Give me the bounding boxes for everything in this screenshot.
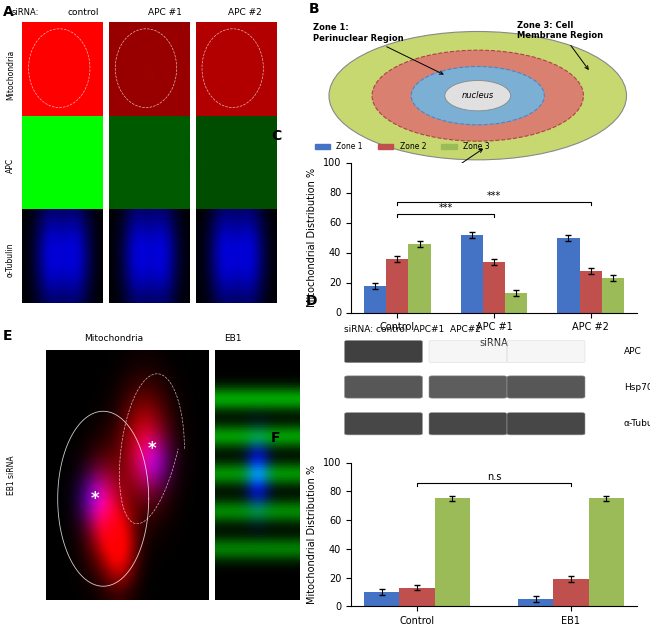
Bar	[580, 271, 602, 312]
Bar	[364, 286, 386, 312]
FancyBboxPatch shape	[507, 376, 585, 398]
Text: siRNA:: siRNA:	[12, 8, 40, 17]
Text: Hsp70: Hsp70	[624, 382, 650, 391]
Text: ***: ***	[487, 191, 501, 201]
Bar	[386, 259, 408, 312]
Text: D: D	[306, 294, 317, 308]
FancyBboxPatch shape	[507, 341, 585, 362]
Text: ***: ***	[439, 202, 453, 212]
Bar	[399, 588, 435, 606]
Text: α-Tubulin: α-Tubulin	[624, 419, 650, 428]
Bar	[553, 579, 589, 606]
Bar	[602, 278, 624, 312]
Bar	[557, 238, 580, 312]
Text: *: *	[91, 490, 99, 508]
FancyBboxPatch shape	[429, 341, 507, 362]
FancyBboxPatch shape	[429, 412, 507, 435]
Ellipse shape	[372, 50, 584, 141]
Text: APC #2: APC #2	[228, 8, 262, 17]
Text: F: F	[271, 431, 280, 445]
Bar	[518, 599, 553, 606]
Text: nucleus: nucleus	[462, 91, 494, 100]
Text: C: C	[271, 129, 281, 144]
Bar	[435, 499, 470, 606]
Text: α-Tubulin: α-Tubulin	[6, 242, 15, 277]
Text: control: control	[68, 8, 99, 17]
FancyBboxPatch shape	[344, 412, 422, 435]
Bar	[461, 234, 483, 312]
Bar	[505, 293, 527, 312]
Text: APC #1: APC #1	[148, 8, 181, 17]
Text: APC: APC	[6, 158, 15, 173]
Text: siRNA: control  APC#1  APC#2: siRNA: control APC#1 APC#2	[344, 325, 482, 334]
Text: EB1 siRNA: EB1 siRNA	[7, 455, 16, 495]
X-axis label: siRNA: siRNA	[480, 338, 508, 348]
Text: E: E	[3, 329, 12, 344]
Text: B: B	[309, 2, 319, 16]
Text: n.s: n.s	[487, 472, 501, 482]
Bar	[408, 244, 431, 312]
Text: Mitochondria: Mitochondria	[6, 50, 15, 100]
Ellipse shape	[329, 31, 627, 160]
Y-axis label: Mitochondrial Distribution %: Mitochondrial Distribution %	[307, 465, 317, 604]
Bar	[364, 592, 399, 606]
Ellipse shape	[445, 81, 511, 111]
Ellipse shape	[411, 66, 544, 125]
FancyBboxPatch shape	[429, 376, 507, 398]
Text: Zone 1:
Perinuclear Region: Zone 1: Perinuclear Region	[313, 23, 443, 74]
Legend: Zone 1, Zone 2, Zone 3: Zone 1, Zone 2, Zone 3	[312, 139, 493, 154]
FancyBboxPatch shape	[344, 341, 422, 362]
Bar	[483, 261, 505, 312]
Text: Mitochondria: Mitochondria	[84, 334, 143, 343]
Text: EB1: EB1	[224, 334, 242, 343]
Y-axis label: Mitochondrial Distribution %: Mitochondrial Distribution %	[307, 168, 317, 307]
Text: *: *	[148, 440, 156, 458]
Text: Zone 2:
Intermediate Region: Zone 2: Intermediate Region	[389, 149, 488, 189]
Text: APC: APC	[624, 347, 642, 356]
FancyBboxPatch shape	[344, 376, 422, 398]
Text: Zone 3: Cell
Membrane Region: Zone 3: Cell Membrane Region	[517, 21, 603, 69]
Text: A: A	[3, 4, 14, 19]
Bar	[589, 499, 624, 606]
FancyBboxPatch shape	[507, 412, 585, 435]
